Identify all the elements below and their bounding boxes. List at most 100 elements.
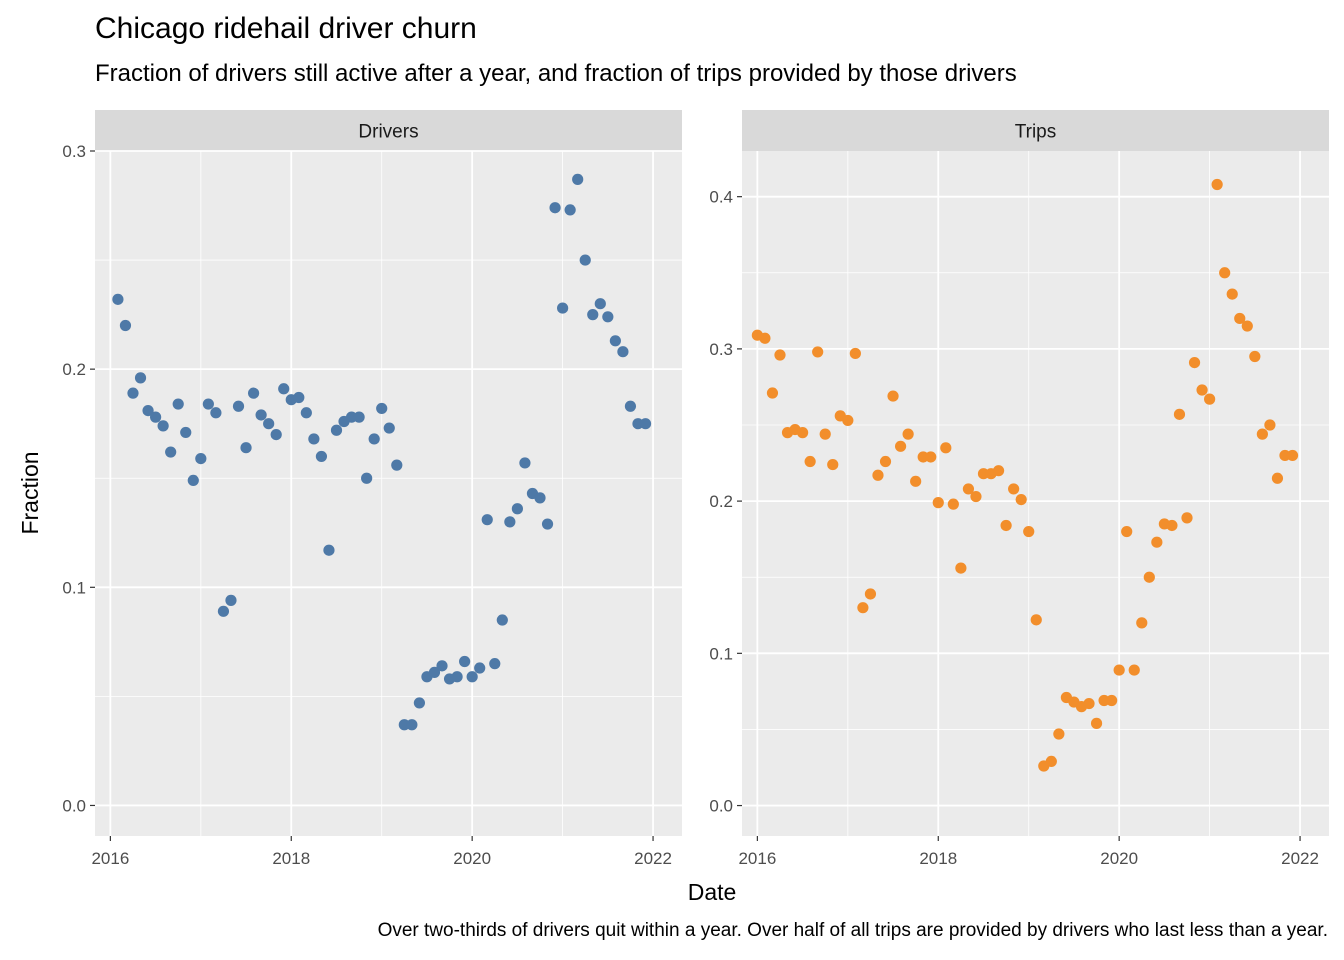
data-point-drivers bbox=[119, 319, 132, 332]
data-point-drivers bbox=[428, 666, 441, 678]
data-point-trips bbox=[1045, 755, 1057, 768]
plot-panel-trips bbox=[742, 151, 1329, 836]
data-point-drivers bbox=[361, 472, 373, 484]
y-tick-label: 0.2 bbox=[709, 492, 733, 511]
x-tick-label: 2018 bbox=[919, 849, 957, 868]
data-point-trips bbox=[1023, 525, 1035, 538]
data-point-drivers bbox=[391, 459, 403, 471]
facet-label-drivers: Drivers bbox=[358, 122, 418, 143]
data-point-drivers bbox=[172, 398, 184, 410]
data-point-trips bbox=[759, 332, 771, 344]
data-point-drivers bbox=[602, 311, 614, 323]
data-point-drivers bbox=[202, 398, 214, 410]
x-tick-label: 2018 bbox=[272, 849, 310, 868]
data-point-trips bbox=[1211, 178, 1223, 191]
data-point-trips bbox=[872, 469, 884, 481]
data-point-trips bbox=[1090, 717, 1103, 729]
data-point-trips bbox=[1083, 697, 1095, 710]
facet-label-trips: Trips bbox=[1015, 122, 1057, 143]
data-point-trips bbox=[902, 428, 914, 440]
data-point-drivers bbox=[217, 605, 230, 617]
data-point-drivers bbox=[270, 428, 282, 441]
data-point-trips bbox=[804, 455, 816, 468]
data-point-trips bbox=[849, 347, 861, 360]
data-point-drivers bbox=[504, 516, 516, 528]
data-point-trips bbox=[1256, 428, 1268, 440]
data-point-drivers bbox=[383, 422, 395, 434]
data-point-drivers bbox=[564, 204, 576, 216]
data-point-drivers bbox=[489, 658, 501, 670]
data-point-drivers bbox=[496, 614, 508, 626]
data-point-trips bbox=[1181, 512, 1193, 524]
data-point-trips bbox=[1219, 267, 1231, 279]
data-point-trips bbox=[1151, 536, 1163, 548]
x-tick-label: 2016 bbox=[91, 849, 129, 868]
data-point-drivers bbox=[639, 418, 652, 430]
data-point-trips bbox=[774, 349, 786, 361]
data-point-trips bbox=[1143, 571, 1155, 583]
data-point-drivers bbox=[195, 452, 207, 465]
y-tick-label: 0.2 bbox=[62, 360, 86, 379]
x-axis-title: Date bbox=[688, 879, 737, 905]
data-point-trips bbox=[1188, 356, 1201, 369]
data-point-drivers bbox=[368, 433, 380, 445]
data-point-drivers bbox=[225, 594, 237, 606]
data-point-trips bbox=[1106, 694, 1118, 707]
chart-subtitle: Fraction of drivers still active after a… bbox=[95, 60, 1017, 87]
y-tick-label: 0.1 bbox=[709, 644, 733, 663]
data-point-drivers bbox=[112, 293, 124, 305]
data-point-drivers bbox=[300, 407, 312, 419]
data-point-drivers bbox=[353, 411, 365, 423]
data-point-drivers bbox=[278, 383, 290, 395]
data-point-trips bbox=[1128, 664, 1140, 676]
data-point-trips bbox=[1173, 408, 1186, 420]
data-point-trips bbox=[1286, 449, 1299, 462]
data-point-drivers bbox=[210, 407, 222, 419]
y-tick-label: 0.4 bbox=[709, 188, 733, 207]
data-point-drivers bbox=[263, 418, 275, 430]
data-point-drivers bbox=[459, 655, 471, 668]
facet-strip-drivers bbox=[95, 110, 682, 151]
data-point-drivers bbox=[557, 302, 569, 314]
data-point-drivers bbox=[142, 405, 154, 417]
data-point-trips bbox=[1030, 614, 1042, 626]
data-point-drivers bbox=[149, 411, 162, 423]
data-point-drivers bbox=[180, 426, 192, 439]
data-point-trips bbox=[796, 427, 809, 439]
x-tick-label: 2016 bbox=[738, 849, 776, 868]
data-point-drivers bbox=[481, 514, 493, 526]
data-point-drivers bbox=[594, 298, 606, 310]
data-point-drivers bbox=[315, 450, 328, 463]
y-tick-label: 0.0 bbox=[709, 797, 733, 816]
y-axis-title: Fraction bbox=[17, 451, 43, 534]
data-point-trips bbox=[932, 497, 944, 509]
data-point-drivers bbox=[466, 671, 478, 683]
y-tick-label: 0.0 bbox=[62, 796, 86, 815]
data-point-trips bbox=[1113, 664, 1125, 676]
data-point-trips bbox=[992, 465, 1005, 477]
data-point-trips bbox=[910, 475, 922, 487]
facet-strip-trips bbox=[742, 110, 1329, 151]
data-point-drivers bbox=[157, 420, 169, 432]
data-point-trips bbox=[940, 442, 952, 454]
chart-caption: Over two-thirds of drivers quit within a… bbox=[377, 920, 1328, 941]
data-point-trips bbox=[1008, 483, 1020, 495]
data-point-drivers bbox=[474, 662, 486, 674]
data-point-drivers bbox=[376, 402, 388, 415]
chart-title: Chicago ridehail driver churn bbox=[95, 12, 477, 45]
data-point-trips bbox=[827, 458, 839, 471]
data-point-drivers bbox=[413, 697, 426, 709]
data-point-drivers bbox=[451, 671, 463, 683]
data-point-trips bbox=[1271, 472, 1284, 484]
data-point-trips bbox=[766, 387, 779, 399]
data-point-trips bbox=[1166, 519, 1178, 532]
data-point-trips bbox=[1204, 393, 1216, 405]
data-point-drivers bbox=[127, 387, 139, 399]
data-point-trips bbox=[812, 346, 824, 358]
data-point-trips bbox=[894, 440, 907, 452]
data-point-drivers bbox=[617, 346, 629, 358]
data-point-trips bbox=[857, 602, 869, 614]
data-point-drivers bbox=[255, 409, 267, 421]
data-point-trips bbox=[947, 498, 959, 510]
data-point-trips bbox=[1053, 728, 1065, 740]
